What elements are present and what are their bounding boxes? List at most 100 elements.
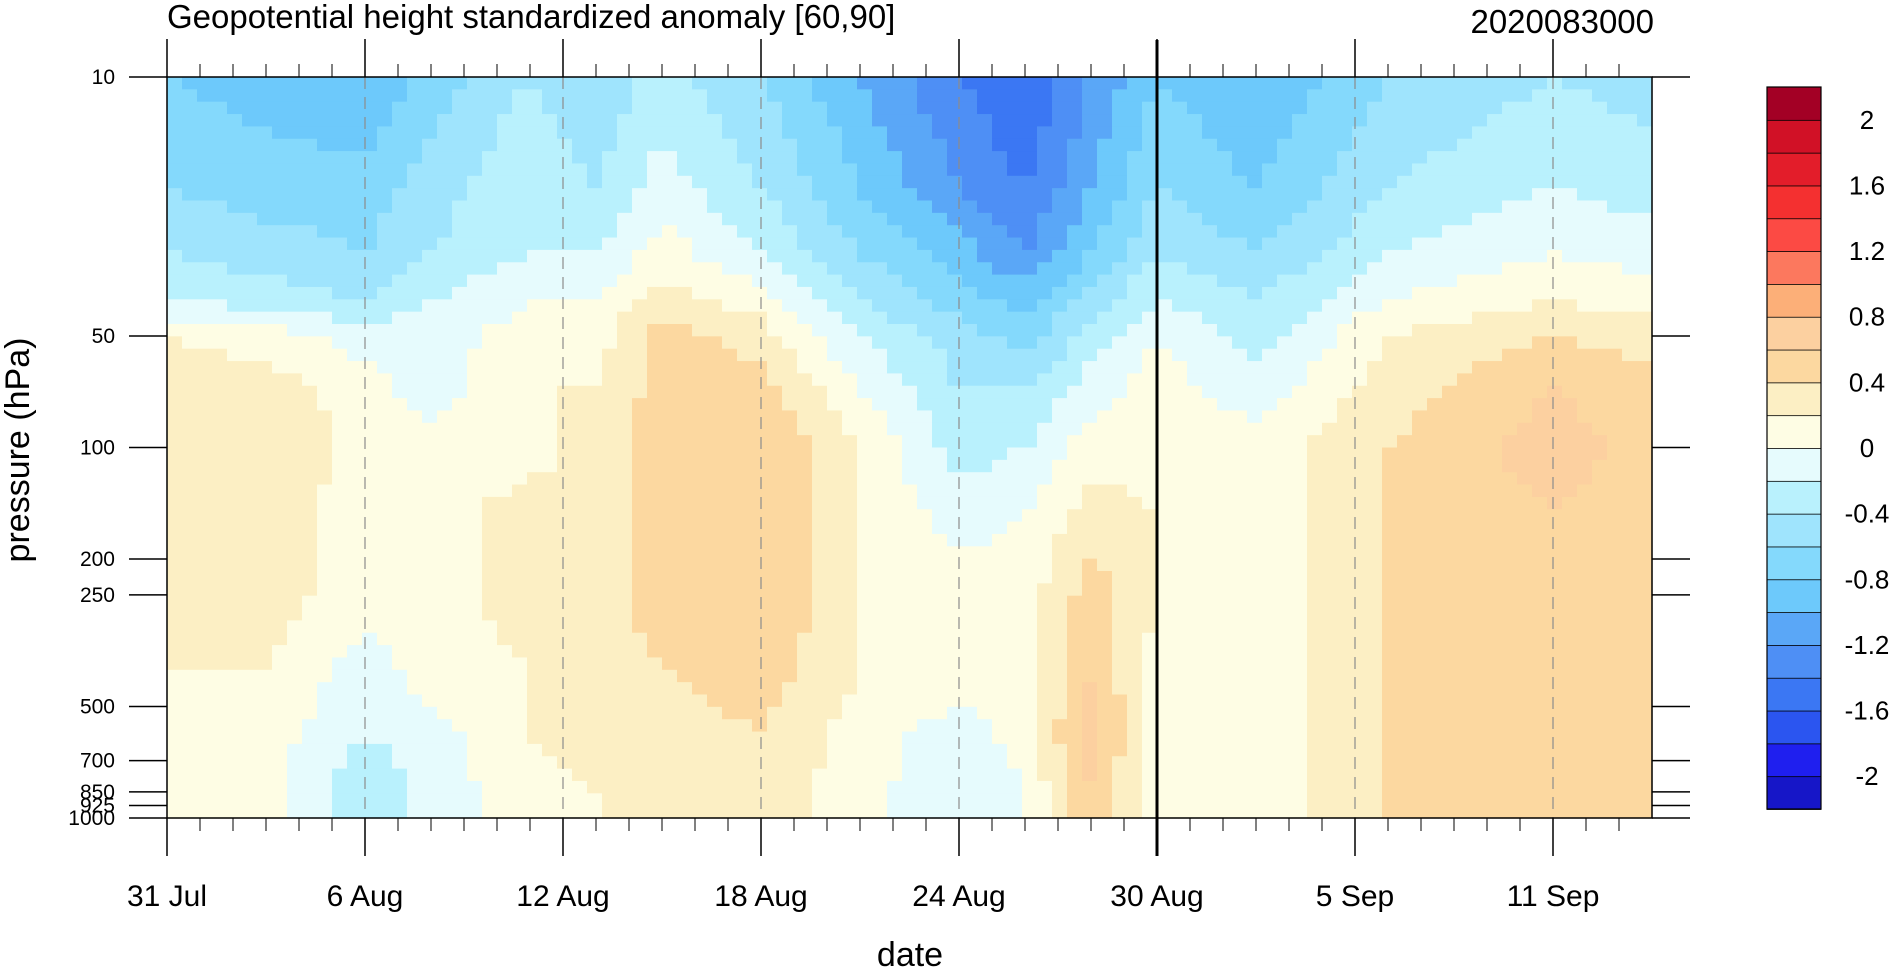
contour-cell	[317, 472, 333, 486]
contour-cell	[1187, 101, 1203, 115]
contour-cell	[1397, 669, 1413, 683]
contour-cell	[842, 657, 858, 671]
contour-cell	[377, 459, 393, 473]
contour-cell	[737, 805, 753, 819]
contour-cell	[287, 311, 303, 325]
contour-cell	[1187, 496, 1203, 510]
contour-cell	[542, 484, 558, 498]
contour-cell	[752, 249, 768, 263]
contour-cell	[857, 447, 873, 461]
contour-cell	[182, 77, 198, 90]
contour-cell	[1217, 743, 1233, 757]
contour-cell	[482, 324, 498, 337]
contour-cell	[947, 595, 963, 609]
contour-cell	[1262, 398, 1278, 412]
contour-cell	[1382, 583, 1398, 597]
contour-cell	[932, 249, 948, 263]
contour-cell	[1157, 262, 1173, 276]
contour-cell	[767, 595, 783, 609]
contour-cell	[602, 669, 618, 683]
contour-cell	[512, 200, 528, 214]
contour-cell	[197, 398, 213, 412]
contour-cell	[1007, 669, 1023, 683]
contour-cell	[197, 805, 213, 819]
contour-cell	[827, 200, 843, 214]
contour-cell	[602, 706, 618, 720]
contour-cell	[902, 595, 918, 609]
contour-cell	[1262, 163, 1278, 177]
contour-cell	[332, 620, 348, 634]
contour-cell	[527, 188, 543, 202]
contour-cell	[782, 743, 798, 757]
contour-cell	[1082, 780, 1098, 794]
contour-cell	[302, 484, 318, 498]
contour-cell	[1337, 472, 1353, 486]
contour-cell	[1037, 571, 1053, 584]
contour-cell	[1337, 459, 1353, 473]
contour-cell	[1397, 805, 1413, 819]
contour-cell	[392, 583, 408, 597]
contour-cell	[887, 398, 903, 412]
contour-cell	[677, 175, 693, 189]
contour-cell	[1322, 212, 1338, 226]
contour-cell	[392, 249, 408, 263]
contour-cell	[1022, 138, 1038, 152]
contour-cell	[1322, 422, 1338, 436]
contour-cell	[422, 682, 438, 696]
contour-cell	[347, 101, 363, 115]
contour-cell	[977, 299, 993, 313]
contour-cell	[1397, 286, 1413, 300]
contour-cell	[767, 101, 783, 115]
contour-cell	[482, 212, 498, 226]
contour-cell	[1247, 274, 1263, 288]
contour-cell	[812, 212, 828, 226]
contour-cell	[242, 447, 258, 461]
contour-cell	[347, 780, 363, 794]
contour-cell	[947, 311, 963, 325]
contour-cell	[1292, 114, 1308, 127]
contour-cell	[662, 533, 678, 547]
contour-cell	[1352, 212, 1368, 226]
contour-cell	[497, 77, 513, 90]
contour-cell	[1382, 472, 1398, 486]
contour-cell	[797, 324, 813, 337]
contour-cell	[1307, 101, 1323, 115]
contour-cell	[722, 682, 738, 696]
contour-cell	[602, 558, 618, 572]
contour-cell	[407, 682, 423, 696]
contour-cell	[872, 743, 888, 757]
contour-cell	[1142, 484, 1158, 498]
contour-cell	[1142, 472, 1158, 486]
contour-cell	[992, 731, 1008, 745]
contour-cell	[1367, 151, 1383, 165]
contour-cell	[1322, 114, 1338, 127]
contour-cell	[1217, 805, 1233, 819]
contour-cell	[947, 632, 963, 646]
contour-cell	[197, 126, 213, 140]
contour-cell	[857, 509, 873, 523]
contour-cell	[422, 533, 438, 547]
contour-cell	[317, 249, 333, 263]
contour-cell	[377, 225, 393, 239]
contour-cell	[992, 645, 1008, 659]
contour-cell	[1172, 509, 1188, 523]
contour-cell	[677, 472, 693, 486]
contour-cell	[1232, 200, 1248, 214]
contour-cell	[767, 657, 783, 671]
contour-cell	[722, 743, 738, 757]
contour-cell	[797, 780, 813, 794]
contour-cell	[542, 336, 558, 350]
contour-cell	[272, 422, 288, 436]
contour-cell	[1112, 151, 1128, 165]
contour-cell	[227, 780, 243, 794]
contour-cell	[302, 212, 318, 226]
contour-cell	[1187, 77, 1203, 90]
contour-cell	[1382, 719, 1398, 733]
contour-cell	[1382, 138, 1398, 152]
contour-cell	[1247, 546, 1263, 560]
contour-cell	[677, 558, 693, 572]
contour-cell	[257, 200, 273, 214]
contour-cell	[1067, 595, 1083, 609]
contour-cell	[1157, 731, 1173, 745]
contour-cell	[917, 422, 933, 436]
